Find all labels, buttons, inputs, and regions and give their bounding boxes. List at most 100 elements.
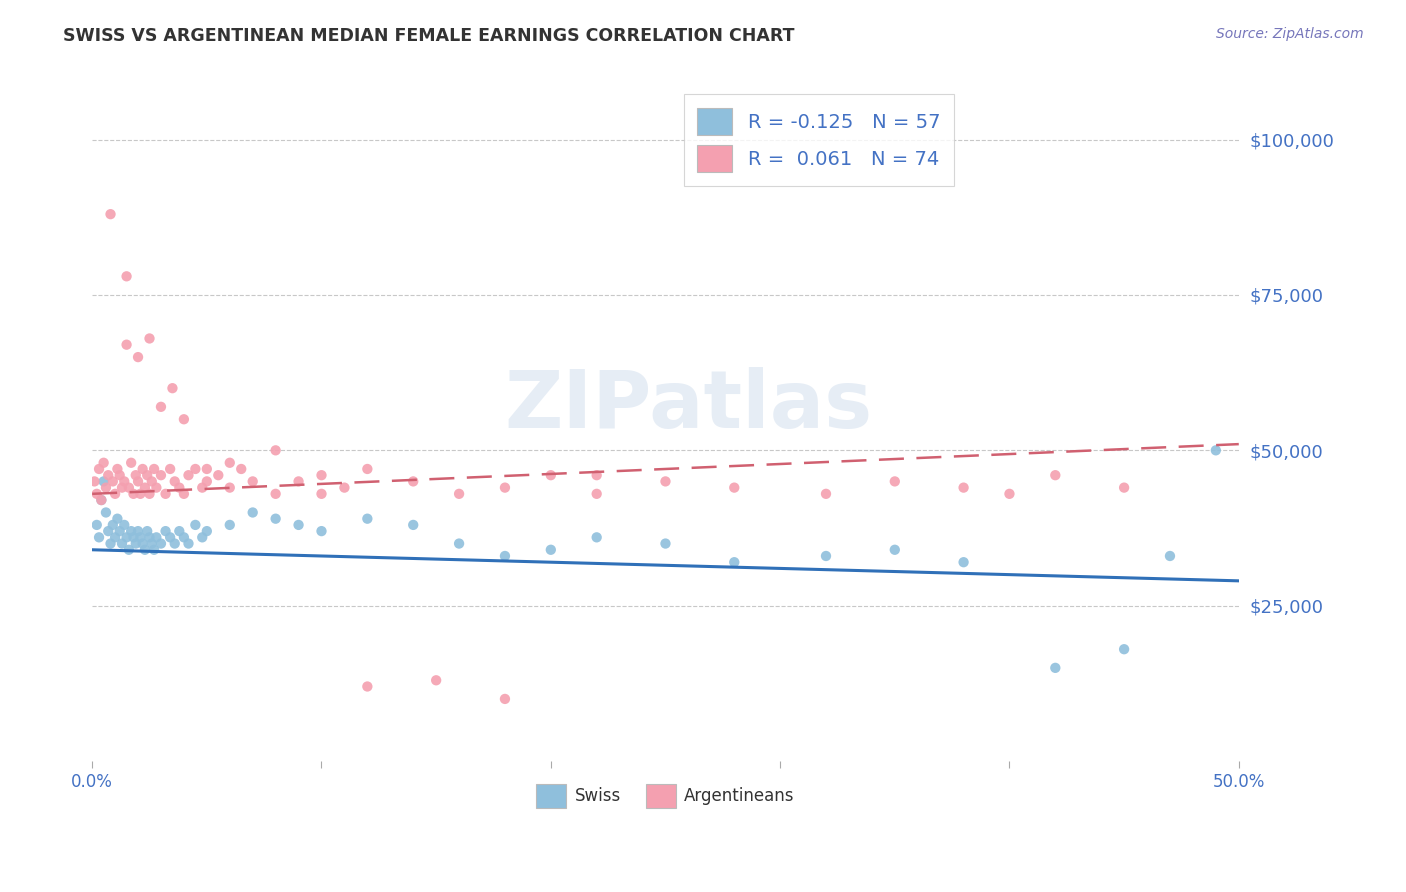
Point: [173, 530, 195, 544]
Point: [242, 475, 264, 489]
Point: [449, 487, 471, 501]
Point: [356, 680, 378, 694]
Point: [195, 475, 218, 489]
Point: [311, 487, 333, 501]
Point: [101, 517, 124, 532]
Point: [94, 481, 117, 495]
Point: [723, 555, 745, 569]
Point: [118, 481, 141, 495]
Point: [90, 493, 112, 508]
Point: [87, 462, 110, 476]
Point: [311, 524, 333, 538]
Point: [155, 487, 177, 501]
Point: [129, 530, 152, 544]
Point: [173, 412, 195, 426]
Point: [149, 400, 172, 414]
Point: [264, 511, 287, 525]
Point: [129, 487, 152, 501]
Point: [107, 511, 129, 525]
Point: [1159, 549, 1181, 563]
Point: [998, 487, 1021, 501]
Point: [883, 475, 905, 489]
Point: [311, 468, 333, 483]
Point: [184, 462, 207, 476]
Point: [191, 530, 214, 544]
Point: [654, 536, 676, 550]
Point: [127, 475, 149, 489]
Point: [141, 536, 163, 550]
Point: [287, 517, 309, 532]
Point: [162, 381, 184, 395]
Point: [1045, 468, 1067, 483]
Point: [93, 456, 115, 470]
Point: [112, 475, 135, 489]
Legend: Swiss, Argentineans: Swiss, Argentineans: [530, 777, 801, 814]
Point: [218, 456, 240, 470]
Point: [111, 536, 134, 550]
Point: [494, 692, 516, 706]
Point: [100, 536, 122, 550]
Point: [264, 443, 287, 458]
Point: [125, 468, 148, 483]
Point: [163, 536, 186, 550]
Point: [814, 549, 837, 563]
Point: [218, 517, 240, 532]
Point: [127, 350, 149, 364]
Point: [1114, 642, 1136, 657]
Point: [1114, 481, 1136, 495]
Point: [131, 462, 153, 476]
Point: [108, 524, 131, 538]
Text: ZIPatlas: ZIPatlas: [505, 367, 873, 444]
Point: [402, 475, 425, 489]
Point: [184, 517, 207, 532]
Point: [163, 475, 186, 489]
Point: [136, 524, 159, 538]
Point: [402, 517, 425, 532]
Point: [138, 530, 160, 544]
Point: [134, 481, 156, 495]
Point: [242, 506, 264, 520]
Point: [108, 468, 131, 483]
Text: SWISS VS ARGENTINEAN MEDIAN FEMALE EARNINGS CORRELATION CHART: SWISS VS ARGENTINEAN MEDIAN FEMALE EARNI…: [63, 27, 794, 45]
Point: [356, 511, 378, 525]
Point: [83, 475, 105, 489]
Point: [122, 487, 145, 501]
Point: [952, 555, 974, 569]
Point: [333, 481, 356, 495]
Point: [100, 207, 122, 221]
Point: [86, 487, 108, 501]
Point: [425, 673, 447, 688]
Point: [494, 549, 516, 563]
Point: [149, 536, 172, 550]
Point: [264, 487, 287, 501]
Point: [356, 462, 378, 476]
Point: [104, 487, 127, 501]
Point: [449, 536, 471, 550]
Point: [115, 337, 138, 351]
Point: [159, 462, 181, 476]
Point: [143, 542, 166, 557]
Point: [86, 517, 108, 532]
Point: [118, 542, 141, 557]
Point: [101, 475, 124, 489]
Point: [723, 481, 745, 495]
Point: [169, 481, 191, 495]
Point: [191, 481, 214, 495]
Point: [104, 530, 127, 544]
Point: [540, 468, 562, 483]
Point: [231, 462, 253, 476]
Point: [585, 468, 607, 483]
Point: [125, 536, 148, 550]
Point: [87, 530, 110, 544]
Point: [1205, 443, 1227, 458]
Point: [218, 481, 240, 495]
Point: [143, 462, 166, 476]
Text: Source: ZipAtlas.com: Source: ZipAtlas.com: [1216, 27, 1364, 41]
Point: [115, 269, 138, 284]
Point: [287, 475, 309, 489]
Point: [138, 487, 160, 501]
Point: [145, 530, 167, 544]
Point: [207, 468, 229, 483]
Point: [585, 530, 607, 544]
Point: [112, 517, 135, 532]
